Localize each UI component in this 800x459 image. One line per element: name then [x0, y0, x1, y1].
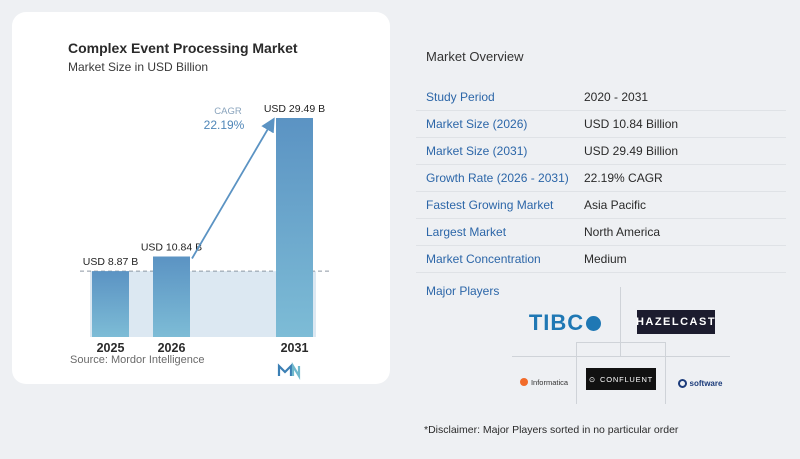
- overview-row-label: Market Size (2026): [426, 117, 528, 131]
- overview-title: Market Overview: [426, 49, 524, 64]
- overview-row-value: Asia Pacific: [584, 198, 647, 212]
- cagr-arrow: [191, 117, 275, 259]
- players-divider: [512, 356, 730, 357]
- overview-row: Market Concentration Medium: [416, 246, 786, 273]
- hazelcast-logo: HAZELCAST: [636, 310, 715, 334]
- source-note: Source: Mordor Intelligence: [70, 354, 205, 366]
- bar-value-label: USD 29.49 B: [264, 103, 325, 115]
- bar-2025: [92, 271, 129, 337]
- bar-value-label: USD 8.87 B: [83, 256, 138, 268]
- overview-row-value: USD 10.84 Billion: [584, 117, 679, 131]
- chart-subtitle: Market Size in USD Billion: [68, 60, 209, 74]
- tibco-logo: TIBC: [522, 306, 608, 340]
- bar-2031: [276, 118, 313, 337]
- overview-row-value: Medium: [584, 252, 627, 266]
- overview-row: Market Size (2026) USD 10.84 Billion: [416, 111, 786, 138]
- overview-row-value: USD 29.49 Billion: [584, 144, 679, 158]
- overview-row-value: 2020 - 2031: [584, 90, 649, 104]
- tibco-o-icon: [586, 315, 602, 331]
- players-divider: [620, 287, 621, 357]
- overview-row: Study Period 2020 - 2031: [416, 84, 786, 111]
- x-tick-label: 2026: [158, 341, 186, 355]
- confluent-logo: ⊙ CONFLUENT: [586, 368, 656, 390]
- chart-title: Complex Event Processing Market: [68, 40, 298, 56]
- overview-row: Growth Rate (2026 - 2031) 22.19% CAGR: [416, 165, 786, 192]
- players-divider: [576, 342, 666, 343]
- players-divider: [576, 342, 577, 404]
- overview-row-value: North America: [584, 225, 661, 239]
- overview-row: Market Size (2031) USD 29.49 Billion: [416, 138, 786, 165]
- bar-chart: USD 8.87 B 2025 USD 10.84 B 2026 USD 29.49 B…: [80, 103, 330, 380]
- overview-row: Largest Market North America: [416, 219, 786, 246]
- overview-row-label: Largest Market: [426, 225, 507, 239]
- players-divider: [665, 342, 666, 404]
- disclaimer: *Disclaimer: Major Players sorted in no …: [424, 424, 679, 436]
- software-ag-logo: software: [672, 373, 728, 393]
- overview-row-value: 22.19% CAGR: [584, 171, 663, 185]
- overview-row-label: Market Concentration: [426, 252, 541, 266]
- overview-row-label: Study Period: [426, 90, 495, 104]
- bar-value-label: USD 10.84 B: [141, 241, 202, 253]
- overview-row: Fastest Growing Market Asia Pacific: [416, 192, 786, 219]
- cagr-value: 22.19%: [204, 118, 245, 132]
- informatica-logo: Informatica: [516, 374, 572, 390]
- overview-row-label: Growth Rate (2026 - 2031): [426, 171, 569, 185]
- mordor-logo-icon: [277, 362, 301, 380]
- major-players-title: Major Players: [426, 284, 500, 298]
- x-tick-label: 2031: [281, 341, 309, 355]
- informatica-mark-icon: [519, 378, 528, 386]
- overview-table: Study Period 2020 - 2031 Market Size (2026…: [416, 84, 786, 273]
- software-ag-mark-icon: [677, 378, 687, 388]
- overview-row-label: Market Size (2031): [426, 144, 528, 158]
- bar-2026: [153, 256, 190, 337]
- overview-row-label: Fastest Growing Market: [426, 198, 554, 212]
- x-tick-label: 2025: [97, 341, 125, 355]
- cagr-label: CAGR: [214, 106, 242, 117]
- confluent-mark-icon: ⊙: [588, 374, 597, 384]
